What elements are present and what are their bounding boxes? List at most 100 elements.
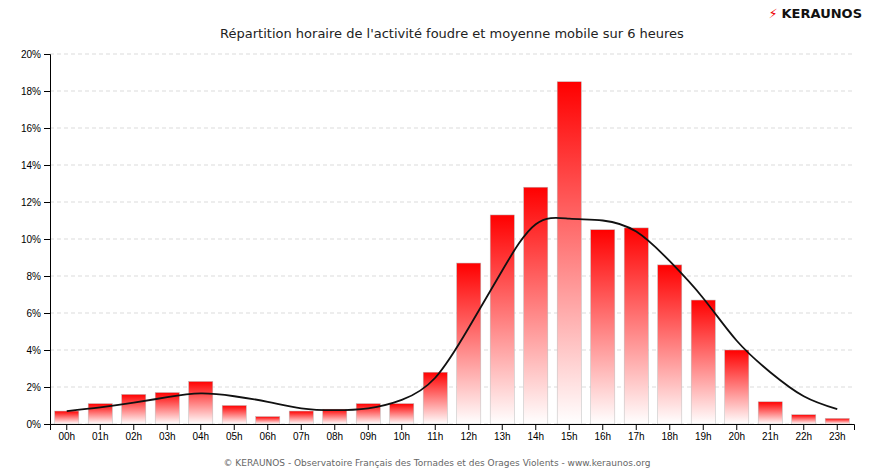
x-tick-label: 19h	[695, 431, 712, 442]
x-tick-label: 11h	[427, 431, 443, 442]
x-tick-label: 23h	[829, 431, 846, 442]
grid	[50, 54, 854, 424]
tick-mark	[267, 424, 268, 430]
x-tick: 11h	[427, 424, 443, 442]
y-tick-label: 8%	[27, 271, 42, 282]
bar	[256, 417, 280, 424]
x-tick-label: 21h	[762, 431, 779, 442]
tick-mark	[167, 424, 168, 430]
y-tick-label: 6%	[27, 308, 42, 319]
bar	[189, 381, 213, 424]
grid-line	[50, 202, 854, 203]
x-tick: 04h	[192, 424, 209, 442]
x-tick-label: 08h	[326, 431, 343, 442]
y-tick: 10%	[21, 234, 50, 245]
x-tick-label: 17h	[628, 431, 645, 442]
tick-mark	[837, 424, 838, 430]
grid-line	[50, 54, 854, 55]
y-tick-label: 14%	[21, 160, 41, 171]
x-tick: 05h	[226, 424, 243, 442]
axis-domain	[51, 425, 855, 431]
y-tick: 16%	[21, 123, 50, 134]
tick-mark	[44, 128, 50, 129]
line	[67, 218, 838, 411]
y-tick-label: 10%	[21, 234, 41, 245]
tick-mark	[401, 424, 402, 430]
x-tick: 19h	[695, 424, 712, 442]
x-tick-label: 09h	[360, 431, 377, 442]
x-tick: 22h	[795, 424, 812, 442]
tick-mark	[602, 424, 603, 430]
x-tick-label: 12h	[460, 431, 477, 442]
tick-mark	[100, 424, 101, 430]
tick-mark	[200, 424, 201, 430]
tick-mark	[66, 424, 67, 430]
bar	[323, 409, 347, 424]
x-tick-label: 04h	[192, 431, 209, 442]
chart: 00h01h02h03h04h05h06h07h08h09h10h11h12h1…	[0, 0, 874, 472]
y-tick: 20%	[21, 49, 50, 60]
x-tick-label: 15h	[561, 431, 578, 442]
x-tick: 08h	[326, 424, 343, 442]
y-tick-label: 2%	[27, 382, 42, 393]
y-tick: 14%	[21, 160, 50, 171]
marks	[55, 82, 850, 424]
axis-domain	[44, 55, 51, 425]
tick-mark	[803, 424, 804, 430]
y-tick: 18%	[21, 86, 50, 97]
tick-mark	[502, 424, 503, 430]
bar	[624, 228, 648, 424]
tick-mark	[44, 165, 50, 166]
tick-mark	[736, 424, 737, 430]
x-tick-label: 02h	[125, 431, 142, 442]
logo-bolt: ⚡	[768, 6, 777, 21]
footer: © KERAUNOS - Observatoire Français des T…	[223, 458, 650, 468]
bar	[557, 82, 581, 424]
x-tick-label: 14h	[527, 431, 544, 442]
x-tick: 02h	[125, 424, 142, 442]
tick-mark	[44, 424, 50, 425]
grid-line	[50, 91, 854, 92]
x-tick: 07h	[293, 424, 310, 442]
x-axis: 00h01h02h03h04h05h06h07h08h09h10h11h12h1…	[51, 424, 855, 442]
bar	[289, 411, 313, 424]
bar	[792, 415, 816, 424]
bar	[691, 300, 715, 424]
tick-mark	[368, 424, 369, 430]
y-tick-label: 4%	[27, 345, 42, 356]
y-axis: 0% 2% 4% 6% 8% 10% 12% 14% 16% 18% 20%	[21, 49, 51, 430]
tick-mark	[468, 424, 469, 430]
tick-mark	[44, 91, 50, 92]
grid-line	[50, 128, 854, 129]
x-tick: 23h	[829, 424, 846, 442]
y-tick-label: 12%	[21, 197, 41, 208]
grid-line	[50, 165, 854, 166]
tick-mark	[234, 424, 235, 430]
x-tick: 12h	[460, 424, 477, 442]
tick-mark	[44, 202, 50, 203]
tick-mark	[569, 424, 570, 430]
y-tick-label: 20%	[21, 49, 41, 60]
y-tick: 6%	[27, 308, 50, 319]
x-tick: 01h	[92, 424, 109, 442]
y-tick: 0%	[27, 419, 50, 430]
bar	[825, 418, 849, 424]
y-tick-label: 0%	[27, 419, 42, 430]
x-tick-label: 01h	[92, 431, 109, 442]
y-tick: 4%	[27, 345, 50, 356]
title: Répartition horaire de l'activité foudre…	[220, 26, 684, 41]
x-tick-label: 22h	[795, 431, 812, 442]
tick-mark	[44, 54, 50, 55]
x-tick-label: 00h	[58, 431, 75, 442]
y-tick: 2%	[27, 382, 50, 393]
x-tick: 15h	[561, 424, 578, 442]
x-tick: 06h	[259, 424, 276, 442]
x-tick-label: 06h	[259, 431, 276, 442]
x-tick-label: 03h	[159, 431, 176, 442]
tick-mark	[703, 424, 704, 430]
tick-mark	[44, 239, 50, 240]
bar	[390, 404, 414, 424]
bar	[524, 187, 548, 424]
tick-mark	[44, 276, 50, 277]
tick-mark	[44, 350, 50, 351]
